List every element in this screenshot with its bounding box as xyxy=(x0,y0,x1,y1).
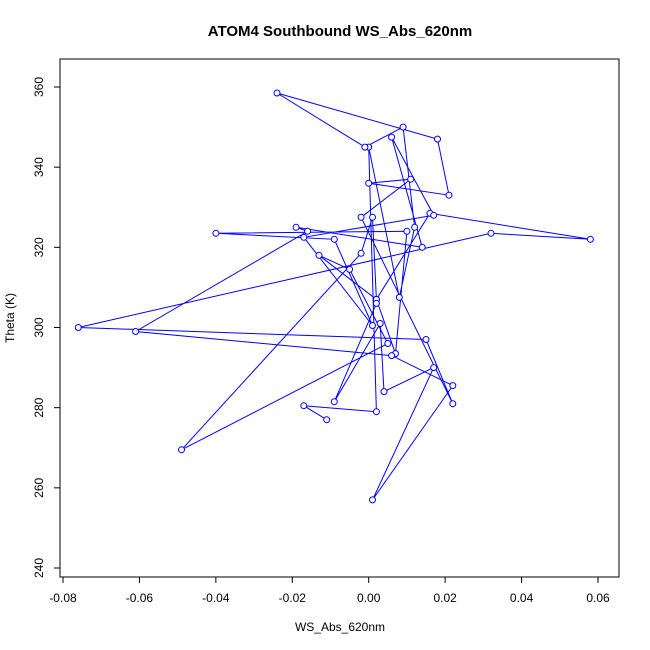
y-axis-label: Theta (K) xyxy=(3,293,17,343)
data-point xyxy=(586,235,594,243)
data-point xyxy=(434,135,441,143)
plot-frame xyxy=(59,58,620,578)
data-point xyxy=(292,223,300,231)
x-axis: -0.08 -0.06 -0.04 -0.02 0.00 0.02 0.04 0.06 xyxy=(49,576,610,605)
y-tick-label: 280 xyxy=(32,397,46,417)
data-point xyxy=(361,143,369,151)
data-point xyxy=(365,179,373,187)
data-point xyxy=(300,402,308,410)
data-point xyxy=(330,398,338,406)
x-tick-label: -0.08 xyxy=(49,591,77,605)
data-point xyxy=(357,213,365,221)
chart-title: ATOM4 Southbound WS_Abs_620nm xyxy=(208,23,472,40)
x-tick-label: -0.06 xyxy=(126,591,154,605)
x-tick-label: 0.06 xyxy=(586,591,610,605)
data-point xyxy=(449,382,457,390)
data-point xyxy=(304,227,312,235)
data-point xyxy=(357,249,365,257)
data-point xyxy=(422,336,430,343)
data-point xyxy=(430,364,438,372)
data-point xyxy=(411,223,419,231)
data-point xyxy=(407,175,415,183)
data-point xyxy=(384,340,392,347)
y-tick-label: 300 xyxy=(32,317,46,337)
data-point xyxy=(74,324,82,331)
x-tick-label: 0.00 xyxy=(357,591,381,605)
data-point xyxy=(212,229,220,237)
data-point xyxy=(369,213,376,221)
data-point xyxy=(403,227,411,235)
data-point xyxy=(430,211,438,219)
y-tick-label: 340 xyxy=(32,157,46,177)
data-point xyxy=(369,496,376,504)
data-point xyxy=(372,408,380,416)
data-point xyxy=(369,322,376,329)
y-axis: 240 260 280 300 320 340 360 xyxy=(32,77,61,578)
x-tick-label: -0.04 xyxy=(202,591,230,605)
data-point xyxy=(346,265,354,273)
x-tick-label: -0.02 xyxy=(279,591,307,605)
data-point xyxy=(178,446,185,454)
series-polyline xyxy=(78,92,591,501)
data-point xyxy=(418,243,426,251)
data-point xyxy=(315,251,323,259)
data-point xyxy=(330,235,338,243)
data-point xyxy=(445,191,453,199)
y-tick-label: 320 xyxy=(32,237,46,257)
data-point xyxy=(376,320,384,327)
series-points xyxy=(74,89,594,504)
y-tick-label: 260 xyxy=(32,478,46,498)
x-axis-label: WS_Abs_620nm xyxy=(295,620,385,634)
data-point xyxy=(380,388,388,396)
data-point xyxy=(132,328,140,335)
x-tick-label: 0.02 xyxy=(433,591,457,605)
data-point xyxy=(323,416,331,424)
data-point xyxy=(300,233,308,241)
x-tick-label: 0.04 xyxy=(510,591,534,605)
data-point xyxy=(372,299,380,307)
series-line xyxy=(78,92,591,501)
y-tick-label: 240 xyxy=(32,558,46,578)
data-point xyxy=(395,293,403,301)
data-point xyxy=(388,352,396,360)
data-point xyxy=(399,123,407,131)
y-tick-label: 360 xyxy=(32,77,46,97)
data-point xyxy=(449,400,457,408)
data-point xyxy=(388,133,396,141)
data-point xyxy=(487,229,495,237)
data-point xyxy=(273,89,281,97)
